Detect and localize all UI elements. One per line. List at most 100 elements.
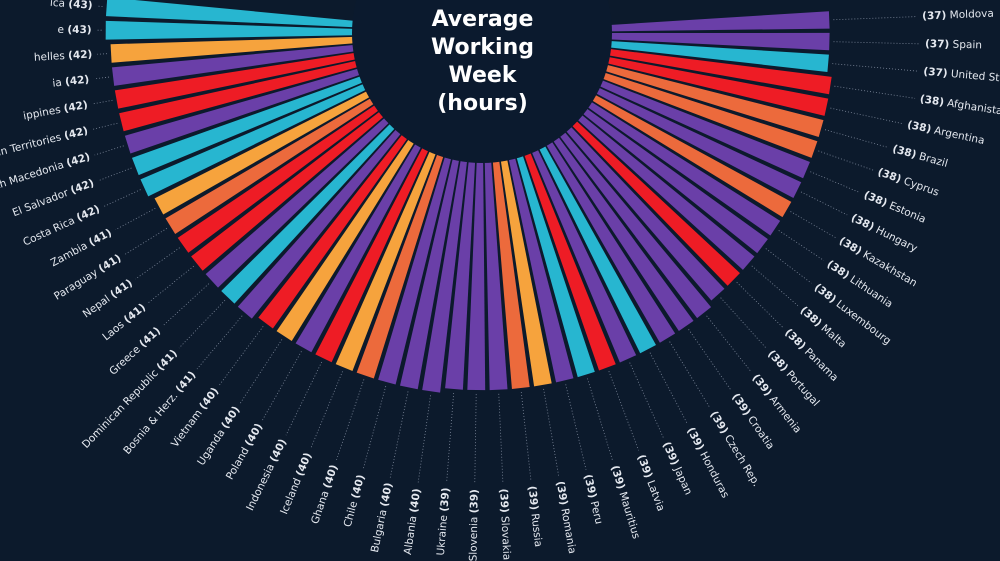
country-name: Russia	[529, 513, 545, 548]
bar	[110, 36, 355, 63]
leader-line	[498, 393, 504, 484]
value-label: (41)	[108, 277, 135, 301]
value-label: (39)	[660, 440, 681, 467]
category-label: (39) Peru	[581, 473, 604, 525]
category-label: (39) Romania	[554, 480, 578, 554]
country-name: Poland	[224, 445, 252, 481]
leader-line	[446, 393, 455, 483]
category-label: Chile (40)	[342, 473, 368, 528]
country-name: Costa Rica	[21, 215, 76, 249]
bar	[422, 159, 468, 393]
value-label: (38)	[798, 304, 824, 329]
bar	[111, 44, 356, 86]
category-label: (37) Moldova	[922, 8, 994, 23]
value-label: (38)	[837, 235, 864, 258]
category-label: Ghana (40)	[309, 463, 340, 525]
bar	[571, 120, 740, 286]
category-label: Ukraine (39)	[435, 487, 452, 556]
category-label: (39) Slovakia	[497, 488, 512, 560]
leader-line	[720, 297, 767, 349]
bar	[105, 20, 355, 40]
country-name: Indonesia	[244, 462, 277, 513]
bar	[552, 136, 694, 332]
category-label: (39) Russia	[526, 485, 545, 547]
leader-line	[310, 371, 343, 449]
bar	[467, 160, 486, 391]
category-label: (39) Mauritius	[608, 464, 642, 540]
country-name: Estonia	[887, 200, 927, 226]
leader-line	[649, 352, 688, 424]
value-label: (39)	[684, 425, 706, 452]
leader-line	[219, 326, 264, 386]
value-label: (42)	[65, 151, 92, 170]
country-name: Ukraine	[435, 515, 450, 556]
country-name: ia	[52, 77, 63, 90]
leader-line	[565, 384, 587, 470]
value-label: (41)	[174, 369, 199, 395]
country-name: Laos	[100, 319, 126, 344]
bar	[609, 32, 830, 51]
category-label: (38) Cyprus	[876, 166, 941, 199]
bar	[191, 110, 385, 271]
bar	[237, 128, 402, 319]
bar	[608, 48, 832, 95]
category-label: (39) Latvia	[635, 453, 667, 513]
bar	[356, 153, 444, 379]
value-label: (40)	[408, 488, 423, 514]
bar	[114, 52, 357, 109]
bar	[586, 101, 781, 236]
leader-line	[115, 207, 156, 231]
value-label: (40)	[268, 437, 289, 464]
leader-line	[196, 315, 243, 370]
value-label: (42)	[75, 203, 102, 224]
leader-line	[765, 248, 812, 284]
category-label: (38) Brazil	[891, 143, 949, 170]
country-name: Bulgaria	[369, 509, 390, 554]
leader-line	[262, 351, 302, 421]
country-name: Moldova	[949, 8, 994, 22]
leader-line	[778, 230, 825, 261]
bar	[205, 117, 390, 288]
country-name: United States	[950, 68, 1000, 86]
country-name: ica	[50, 0, 66, 10]
value-label: (42)	[69, 177, 96, 197]
country-name: e	[58, 24, 65, 36]
country-name: Hungary	[874, 224, 919, 255]
leader-line	[810, 171, 860, 193]
bar	[609, 40, 829, 72]
bar	[516, 154, 595, 378]
value-label: (39)	[526, 485, 541, 510]
category-label: (39) Japan	[660, 440, 694, 497]
leader-line	[97, 53, 107, 55]
category-label: Albania (40)	[402, 488, 423, 556]
bar	[177, 104, 380, 253]
value-label: (38)	[906, 119, 932, 136]
leader-line	[239, 339, 283, 404]
leader-line	[103, 189, 141, 207]
country-name: Peru	[588, 500, 605, 526]
country-name: Croatia	[745, 414, 776, 452]
leader-line	[751, 265, 799, 306]
bar	[154, 90, 371, 215]
country-name: Ghana	[309, 489, 331, 525]
bar	[140, 83, 368, 197]
value-label: (37)	[925, 38, 950, 51]
category-label: (37) United States	[923, 66, 1000, 87]
bar	[295, 142, 422, 353]
value-label: (42)	[68, 49, 93, 62]
bar	[378, 155, 452, 385]
bars	[105, 0, 832, 393]
bar	[315, 146, 429, 363]
bar	[276, 138, 415, 341]
value-label: (39)	[468, 489, 480, 513]
value-label: (41)	[122, 301, 148, 326]
leader-line	[147, 265, 194, 304]
value-label: (42)	[64, 73, 89, 88]
value-label: (39)	[729, 391, 753, 418]
country-name: Albania	[402, 515, 419, 556]
value-label: (39)	[438, 487, 452, 512]
country-name: Lithuania	[848, 273, 895, 310]
value-label: (39)	[554, 480, 570, 506]
leader-line	[92, 99, 113, 105]
